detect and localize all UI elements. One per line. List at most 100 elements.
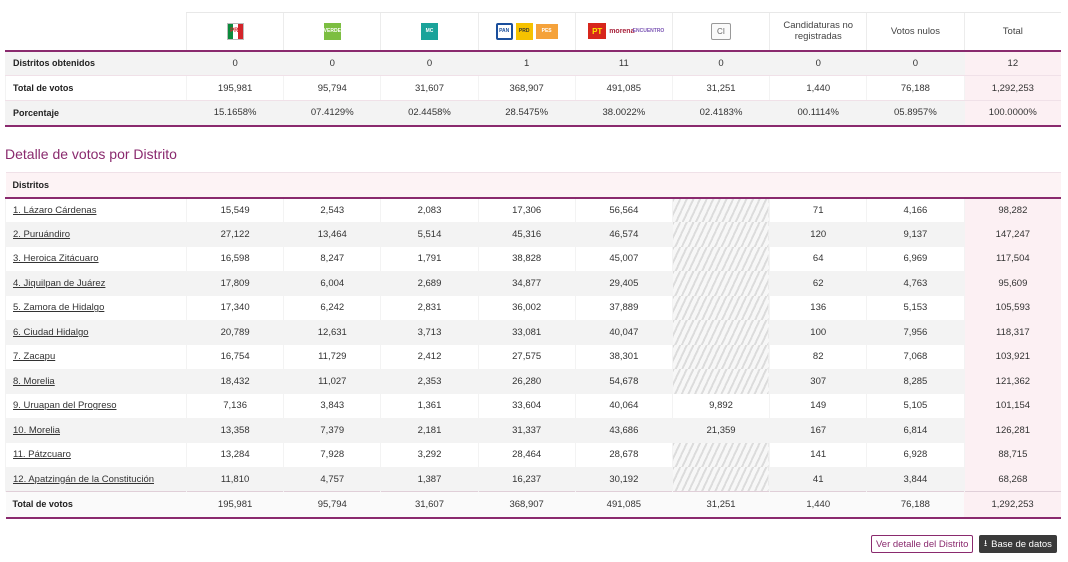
vote-cell: 4,763	[866, 271, 964, 296]
summary-cell: 76,188	[866, 75, 964, 101]
ci-cell	[671, 369, 770, 394]
summary-cell: 0	[769, 50, 867, 76]
total-cell: 31,607	[380, 491, 479, 519]
ver-detalle-distrito-button[interactable]: Ver detalle del Distrito	[871, 535, 974, 553]
summary-cell: 1,292,253	[963, 75, 1062, 101]
summary-cell: 368,907	[477, 75, 576, 101]
summary-row-label: Distritos obtenidos	[5, 50, 187, 76]
col-votos-nulos: Votos nulos	[866, 12, 964, 51]
vote-cell: 16,754	[185, 344, 284, 369]
prd-logo-icon: PRD	[515, 22, 533, 40]
district-link[interactable]: 4. Jiquilpan de Juárez	[13, 277, 106, 289]
table-row: 9. Uruapan del Progreso 7,136 3,843 1,361 33…	[5, 393, 1062, 418]
total-cell: 368,907	[478, 491, 576, 519]
table-row: 4. Jiquilpan de Juárez 17,809 6,004 2,689 34…	[5, 271, 1062, 296]
summary-row: Total de votos 195,981 95,794 31,607 368,907…	[5, 75, 1062, 101]
pt-logo-icon: PT	[588, 23, 607, 40]
vote-cell: 3,844	[866, 467, 964, 492]
vote-cell: 95,609	[963, 271, 1062, 296]
vote-cell: 26,280	[477, 369, 576, 394]
district-link[interactable]: 6. Ciudad Hidalgo	[13, 326, 89, 338]
district-cell: 4. Jiquilpan de Juárez	[5, 271, 187, 296]
total-cell: 1,292,253	[964, 491, 1062, 519]
summary-cell: 12	[963, 50, 1062, 76]
vote-cell: 16,237	[477, 467, 576, 492]
vote-cell: 56,564	[574, 197, 673, 222]
base-de-datos-button[interactable]: ⭳ Base de datos	[979, 535, 1057, 553]
vote-cell: 6,814	[866, 418, 964, 443]
summary-cell: 195,981	[185, 75, 284, 101]
vote-cell: 18,432	[185, 369, 284, 394]
vote-cell: 98,282	[963, 197, 1062, 222]
morena-logo-icon: morena	[609, 27, 635, 35]
vote-cell: 3,713	[380, 320, 479, 345]
vote-cell: 8,247	[283, 246, 381, 271]
detail-header-cell	[672, 172, 770, 199]
vote-cell: 11,027	[283, 369, 381, 394]
summary-row: Porcentaje 15.1658% 07.4129% 02.4458% 28.547…	[5, 100, 1062, 127]
summary-cell: 38.0022%	[574, 100, 673, 127]
vote-cell: 2,689	[380, 271, 479, 296]
district-link[interactable]: 8. Morelia	[13, 375, 55, 387]
vote-cell: 71	[769, 197, 867, 222]
vote-cell: 3,292	[380, 442, 479, 467]
summary-cell: 28.5475%	[477, 100, 576, 127]
vote-cell: 100	[769, 320, 867, 345]
summary-row: Distritos obtenidos 0 0 0 1 11 0 0 0 12	[5, 50, 1062, 76]
summary-cell: 1,440	[769, 75, 867, 101]
ci-cell	[671, 246, 770, 271]
pan-logo-icon: PAN	[495, 22, 513, 40]
vote-cell: 3,843	[283, 393, 381, 418]
vote-cell: 27,122	[185, 222, 284, 247]
detail-header-cell	[964, 172, 1062, 199]
district-link[interactable]: 10. Morelia	[13, 424, 60, 436]
ci-cell	[671, 197, 770, 222]
col-ci: CI	[671, 12, 770, 51]
vote-cell: 28,678	[574, 442, 673, 467]
ci-cell	[671, 467, 770, 492]
summary-cell: 02.4183%	[671, 100, 770, 127]
ci-cell: 9,892	[671, 393, 770, 418]
vote-cell: 17,340	[185, 295, 284, 320]
summary-cell: 0	[671, 50, 770, 76]
vote-cell: 2,831	[380, 295, 479, 320]
vote-cell: 13,464	[283, 222, 381, 247]
pri-logo-icon: PRI	[226, 22, 244, 40]
district-link[interactable]: 12. Apatzingán de la Constitución	[13, 473, 155, 485]
ci-cell	[671, 442, 770, 467]
ci-cell	[671, 271, 770, 296]
detail-table: Distritos 1. Lázaro Cárdenas 15,549 2,543 2…	[5, 172, 1062, 519]
detail-total-row: Total de votos 195,981 95,794 31,607 368,907…	[5, 491, 1062, 519]
summary-cell: 0	[866, 50, 964, 76]
vote-cell: 28,464	[477, 442, 576, 467]
vote-cell: 7,956	[866, 320, 964, 345]
vote-cell: 5,105	[866, 393, 964, 418]
detail-header-cell	[283, 172, 381, 199]
total-cell: 491,085	[575, 491, 673, 519]
vote-cell: 307	[769, 369, 867, 394]
district-link[interactable]: 2. Puruándiro	[13, 228, 71, 240]
detail-header-cell	[866, 172, 964, 199]
vote-cell: 31,337	[477, 418, 576, 443]
vote-cell: 1,387	[380, 467, 479, 492]
vote-cell: 88,715	[963, 442, 1062, 467]
vote-cell: 7,928	[283, 442, 381, 467]
vote-cell: 64	[769, 246, 867, 271]
vote-cell: 46,574	[574, 222, 673, 247]
district-link[interactable]: 11. Pátzcuaro	[13, 449, 71, 461]
col-total: Total	[963, 12, 1062, 51]
vote-cell: 43,686	[574, 418, 673, 443]
district-link[interactable]: 5. Zamora de Hidalgo	[13, 302, 105, 314]
summary-cell: 00.1114%	[769, 100, 867, 127]
vote-cell: 33,081	[477, 320, 576, 345]
district-link[interactable]: 9. Uruapan del Progreso	[13, 400, 117, 412]
vote-cell: 30,192	[574, 467, 673, 492]
vote-cell: 2,181	[380, 418, 479, 443]
district-link[interactable]: 3. Heroica Zitácuaro	[13, 253, 99, 265]
total-cell: 95,794	[283, 491, 381, 519]
detail-header-row: Distritos	[5, 172, 1062, 199]
col-pt-morena-encuentro: PT morena ENCUENTRO	[574, 12, 673, 51]
district-link[interactable]: 1. Lázaro Cárdenas	[13, 204, 97, 216]
detail-total-label: Total de votos	[5, 491, 187, 519]
district-link[interactable]: 7. Zacapu	[13, 351, 56, 363]
